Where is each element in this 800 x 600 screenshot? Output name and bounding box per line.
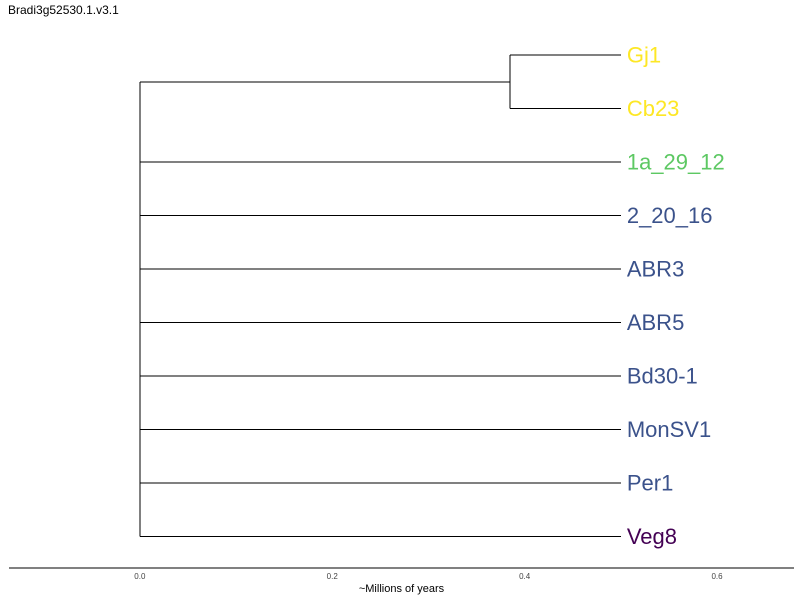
tip-label-abr5: ABR5 — [627, 310, 684, 335]
x-tick-label: 0.4 — [519, 572, 531, 581]
tip-label-veg8: Veg8 — [627, 524, 677, 549]
x-tick-label: 0.0 — [134, 572, 146, 581]
x-tick-label: 0.6 — [711, 572, 723, 581]
x-axis-title: ~Millions of years — [359, 583, 445, 595]
x-axis: 0.0 0.2 0.4 0.6 ~Millions of years — [9, 567, 794, 595]
tip-label-monsv1: MonSV1 — [627, 417, 711, 442]
tip-label-abr3: ABR3 — [627, 257, 684, 282]
tip-labels-group: Gj1 Cb23 1a_29_12 2_20_16 ABR3 ABR5 Bd30-1 MonS… — [627, 43, 725, 550]
tip-label-per1: Per1 — [627, 471, 673, 496]
figure-title: Bradi3g52530.1.v3.1 — [8, 3, 119, 17]
x-tick-label: 0.2 — [327, 572, 339, 581]
branches-group — [139, 54, 621, 537]
tip-label-bd30-1: Bd30-1 — [627, 364, 698, 389]
tip-label-1a-29-12: 1a_29_12 — [627, 150, 725, 175]
tip-label-2-20-16: 2_20_16 — [627, 203, 713, 228]
tip-label-cb23: Cb23 — [627, 96, 680, 121]
tip-label-gj1: Gj1 — [627, 43, 661, 68]
